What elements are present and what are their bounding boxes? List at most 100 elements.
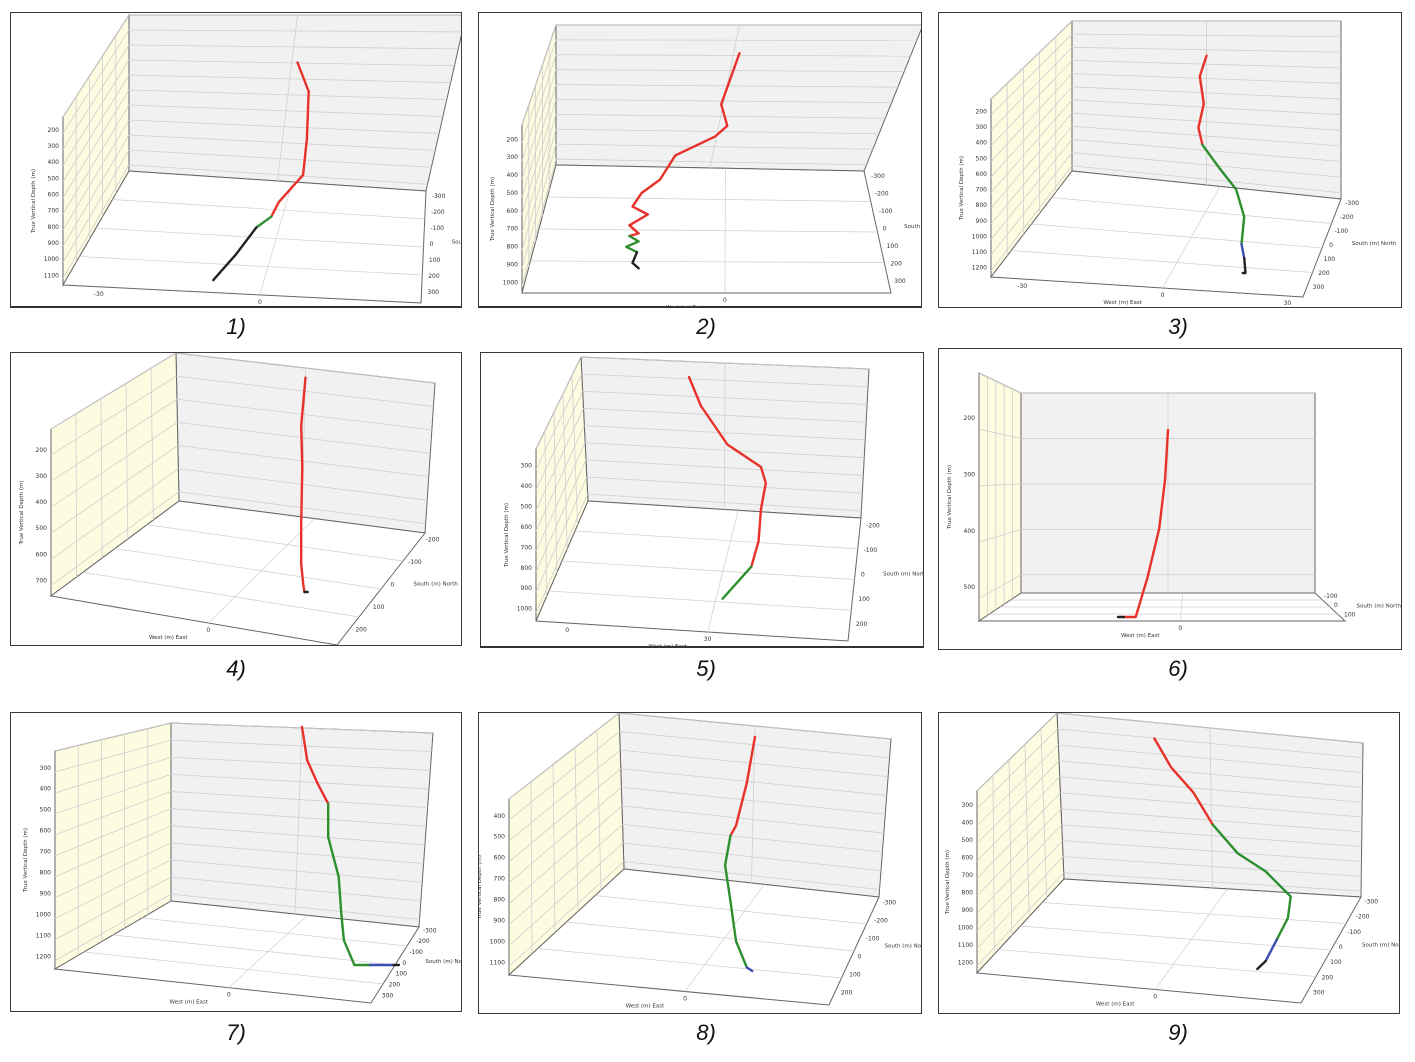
gridline (1051, 197, 1332, 224)
floor (521, 164, 892, 294)
gridline (62, 134, 130, 247)
z-tick-label: 1000 (44, 256, 59, 263)
chart-panel-8: 400 500 600 700 800 900 1000 1100 True Vertical … (478, 712, 922, 1014)
gridline (62, 59, 130, 166)
trajectory-bottom (1241, 256, 1247, 275)
y-axis-title: South (m) North (883, 571, 924, 577)
gridline (535, 391, 584, 491)
gridline (508, 713, 620, 800)
gridline (54, 808, 172, 857)
gridline (1031, 223, 1323, 249)
z-tick-label: 900 (48, 240, 60, 247)
gridline (535, 356, 582, 450)
gridline (990, 47, 1073, 131)
z-tick-label: 300 (964, 471, 976, 478)
chart-3-plot: 200300400500600700800900100011001200True… (959, 19, 1397, 307)
y-tick-label: -300 (1364, 899, 1378, 906)
y-axis-title: South (m) North (425, 959, 462, 965)
trajectory-upper (1122, 428, 1170, 619)
y-axis-title: South (m) North (1357, 604, 1402, 610)
gridline (990, 112, 1073, 209)
gridline (976, 824, 1063, 914)
chart-panel-1: 200 300 400 500 600 700 800 900 1000 1100 True Ver… (10, 12, 462, 308)
z-tick-label: 900 (507, 261, 519, 268)
gridline (990, 99, 1073, 193)
z-tick-label: 400 (494, 813, 506, 820)
gridline (976, 713, 1058, 792)
gridline (976, 808, 1062, 897)
gridline (100, 398, 103, 559)
z-tick-label: 900 (962, 907, 974, 914)
gridline (976, 872, 1065, 967)
y-tick-label: -100 (409, 949, 423, 956)
z-tick-label: 300 (521, 462, 533, 469)
z-tick-label: 400 (976, 140, 988, 147)
x-tick-label: 0 (723, 297, 727, 304)
z-axis-title: True Vertical Depth (m) (490, 177, 496, 242)
y-tick-label: -200 (1356, 914, 1370, 921)
trajectory-upper (687, 375, 767, 568)
gridline (521, 114, 557, 233)
gridline (82, 571, 360, 618)
y-tick-label: -200 (875, 191, 889, 198)
x-tick-label: 0 (206, 627, 210, 634)
trajectory-bottom (1256, 959, 1267, 971)
z-tick-label: 1000 (36, 912, 51, 919)
y-tick-label: -100 (1324, 593, 1338, 600)
z-tick-label: 500 (976, 155, 988, 162)
y-tick-label: 200 (355, 626, 367, 633)
trajectory-middle (327, 802, 372, 967)
y-tick-label: -300 (423, 927, 437, 934)
y-tick-label: 0 (883, 226, 887, 233)
gridline (561, 560, 855, 580)
z-tick-label: 600 (494, 855, 506, 862)
z-tick-label: 1200 (958, 960, 973, 967)
z-tick-label: 800 (494, 897, 506, 904)
y-tick-label: 300 (894, 278, 906, 285)
x-tick-label: -30 (94, 291, 104, 298)
gridline (990, 33, 1073, 115)
z-tick-label: 1200 (972, 265, 987, 272)
gridline (535, 476, 588, 593)
y-tick-label: -100 (866, 935, 880, 942)
gridline (521, 129, 557, 251)
x-axis-title: West (m) East (170, 1000, 209, 1006)
z-tick-label: 700 (521, 544, 533, 551)
z-tick-label: 200 (507, 136, 519, 143)
gridline (521, 158, 557, 286)
gridline (976, 744, 1059, 827)
y-tick-label: -300 (871, 173, 885, 180)
gridline (1209, 727, 1213, 889)
floor (507, 868, 880, 1006)
y-axis-title: South (m) (452, 239, 462, 245)
z-tick-label: 200 (976, 108, 988, 115)
gridline (535, 442, 586, 552)
chart-panel-5: 300 400 500 600 700 800 900 1000 True Vertical D… (480, 352, 924, 648)
chart-caption-2: 2) (696, 314, 716, 339)
x-tick-label: -30 (1017, 283, 1027, 290)
gridline (228, 915, 308, 988)
trajectory-middle (1201, 143, 1246, 246)
gridline (50, 491, 180, 586)
back-wall (170, 722, 434, 928)
trajectory-lower (1240, 242, 1246, 260)
z-tick-label: 1200 (36, 953, 51, 960)
x-axis-title: West (m) East (1121, 633, 1160, 639)
trajectory-upper (1153, 737, 1214, 826)
y-tick-label: 0 (391, 582, 395, 589)
x-axis-title: West (m) East (149, 635, 188, 641)
gridline (751, 725, 756, 884)
y-tick-label: 100 (396, 971, 408, 978)
z-tick-label: 500 (964, 584, 976, 591)
z-tick-label: 400 (48, 159, 60, 166)
chart-panel-6: 200 300 400 500 True Vertical Depth (m) 0 West… (938, 348, 1402, 650)
y-tick-label: 0 (1329, 242, 1333, 249)
x-axis-title: West (m) East (648, 644, 687, 648)
gridline (1162, 186, 1221, 289)
y-tick-label: -100 (1347, 929, 1361, 936)
x-tick-label: 0 (258, 299, 262, 306)
gridline (990, 126, 1073, 225)
